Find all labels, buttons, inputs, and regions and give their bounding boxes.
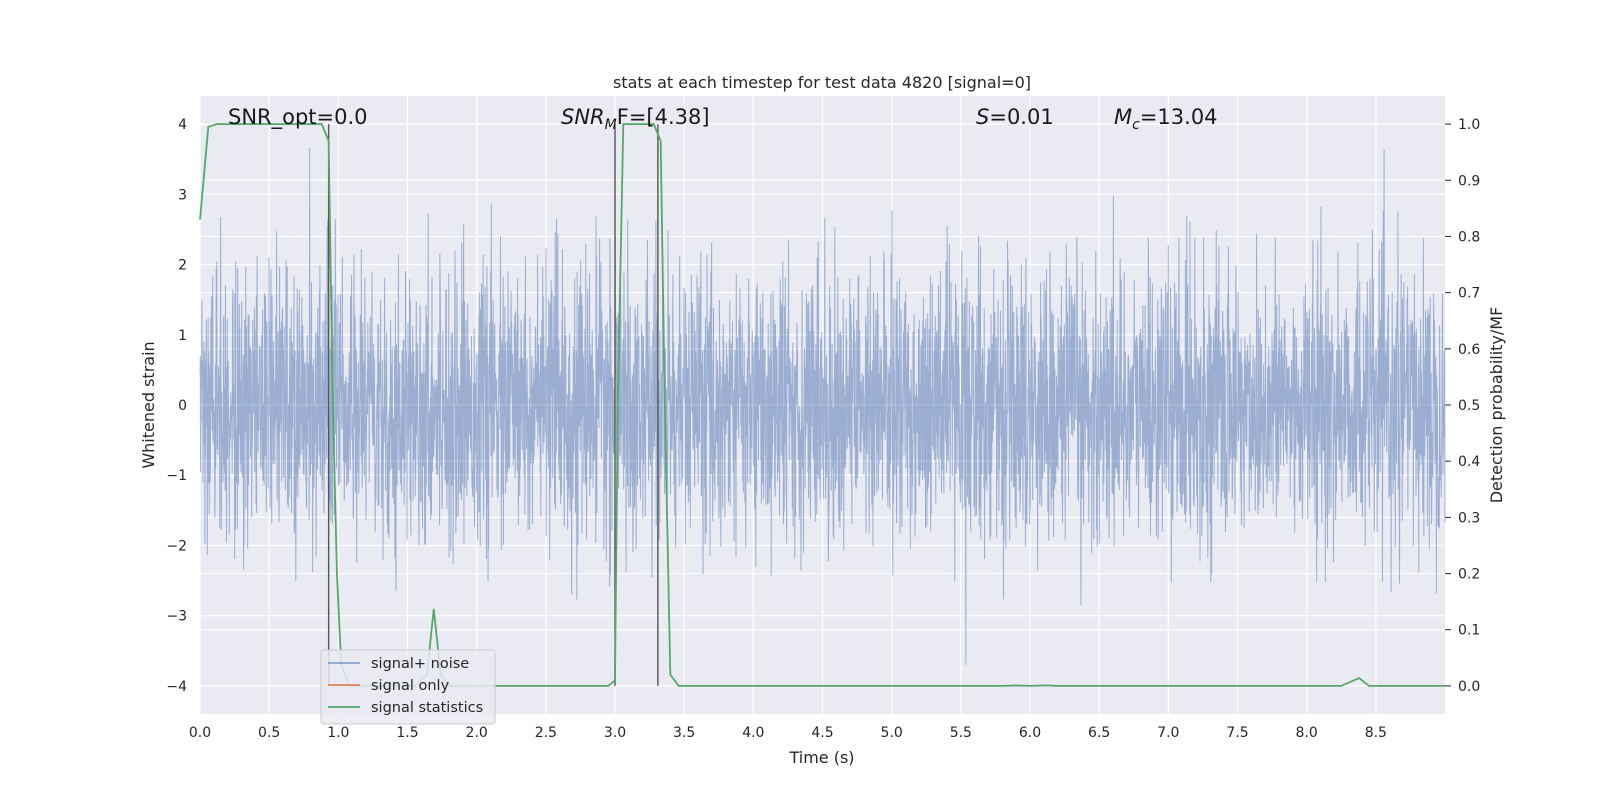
y-right-tick-label: 0.1 bbox=[1458, 623, 1480, 639]
x-tick-label: 8.5 bbox=[1365, 725, 1387, 741]
x-tick-label: 8.0 bbox=[1296, 725, 1318, 741]
x-tick-label: 3.5 bbox=[673, 725, 695, 741]
annotation-snr-mf-rest: F=[4.38] bbox=[617, 105, 710, 129]
legend-entry-signal-noise: signal+ noise bbox=[371, 656, 469, 672]
annotation-snr-mf: SNRMF=[4.38] bbox=[561, 105, 710, 133]
y-left-axis-label: Whitened strain bbox=[139, 341, 158, 468]
y-right-tick-label: 0.8 bbox=[1458, 229, 1480, 245]
x-tick-label: 1.0 bbox=[327, 725, 349, 741]
y-right-tick-label: 0.5 bbox=[1458, 398, 1480, 414]
y-right-tick-label: 0.2 bbox=[1458, 567, 1480, 583]
legend-entry-signal-statistics: signal statistics bbox=[371, 700, 483, 716]
legend-box bbox=[320, 649, 496, 725]
y-right-tick-label: 0.0 bbox=[1458, 679, 1480, 695]
annotation-s: S=0.01 bbox=[976, 105, 1054, 129]
y-left-tick-label: 3 bbox=[178, 187, 187, 203]
x-tick-label: 3.0 bbox=[604, 725, 626, 741]
x-tick-label: 5.5 bbox=[950, 725, 972, 741]
x-tick-label: 4.5 bbox=[811, 725, 833, 741]
y-left-tick-labels: −4 −3 −2 −1 0 1 2 3 4 bbox=[166, 117, 187, 695]
annotation-mc-label: M bbox=[1114, 105, 1132, 129]
x-tick-label: 7.5 bbox=[1226, 725, 1248, 741]
signal-noise-series bbox=[199, 147, 1446, 665]
annotation-snr-mf-sub: M bbox=[605, 117, 617, 133]
x-tick-label: 0.0 bbox=[189, 725, 211, 741]
annotation-mc: Mc=13.04 bbox=[1114, 105, 1218, 133]
y-left-tick-label: 2 bbox=[178, 258, 187, 274]
y-right-tick-label: 0.9 bbox=[1458, 173, 1480, 189]
signal-statistics-series bbox=[199, 123, 1445, 687]
y-right-tick-label: 0.6 bbox=[1458, 342, 1480, 358]
y-left-tick-label: −3 bbox=[166, 609, 187, 625]
signal-noise-line bbox=[199, 147, 1446, 665]
annotation-s-label: S bbox=[976, 105, 989, 129]
y-left-tick-label: 4 bbox=[178, 117, 187, 133]
x-tick-label: 1.5 bbox=[396, 725, 418, 741]
x-tick-label: 4.0 bbox=[742, 725, 764, 741]
legend: signal+ noise signal only signal statist… bbox=[320, 649, 496, 725]
x-tick-label: 6.0 bbox=[1019, 725, 1041, 741]
legend-entry-signal-only: signal only bbox=[371, 678, 450, 694]
chart-title: stats at each timestep for test data 482… bbox=[613, 73, 1031, 92]
x-tick-labels: 0.0 0.5 1.0 1.5 2.0 2.5 3.0 3.5 4.0 4.5 5.0 5.5 6.0 6… bbox=[189, 725, 1387, 741]
x-axis-label: Time (s) bbox=[788, 748, 854, 767]
x-tick-label: 6.5 bbox=[1088, 725, 1110, 741]
y-right-tick-label: 0.3 bbox=[1458, 510, 1480, 526]
y-right-tick-label: 0.4 bbox=[1458, 454, 1480, 470]
annotation-mc-sub: c bbox=[1132, 117, 1140, 133]
signal-statistics-line bbox=[199, 123, 1445, 687]
x-tick-label: 2.0 bbox=[466, 725, 488, 741]
annotation-snr-opt: SNR_opt=0.0 bbox=[228, 105, 368, 130]
y-left-tick-label: 0 bbox=[178, 398, 187, 414]
x-tick-label: 7.0 bbox=[1157, 725, 1179, 741]
annotation-snr-mf-main: SNR bbox=[561, 105, 605, 129]
y-right-tick-label: 0.7 bbox=[1458, 286, 1480, 302]
x-tick-label: 2.5 bbox=[535, 725, 557, 741]
y-left-tick-label: 1 bbox=[178, 328, 187, 344]
annotation-mc-value: =13.04 bbox=[1140, 105, 1218, 129]
y-right-tick-labels: 0.0 0.1 0.2 0.3 0.4 0.5 0.6 0.7 0.8 0.9 1.0 bbox=[1445, 117, 1480, 695]
x-tick-label: 0.5 bbox=[258, 725, 280, 741]
annotation-s-value: =0.01 bbox=[989, 105, 1053, 129]
y-right-tick-label: 1.0 bbox=[1458, 117, 1480, 133]
x-tick-label: 5.0 bbox=[881, 725, 903, 741]
y-left-tick-label: −4 bbox=[166, 679, 187, 695]
y-left-tick-label: −2 bbox=[166, 538, 187, 554]
y-left-tick-label: −1 bbox=[166, 468, 187, 484]
y-right-axis-label: Detection probability/MF bbox=[1487, 307, 1506, 504]
